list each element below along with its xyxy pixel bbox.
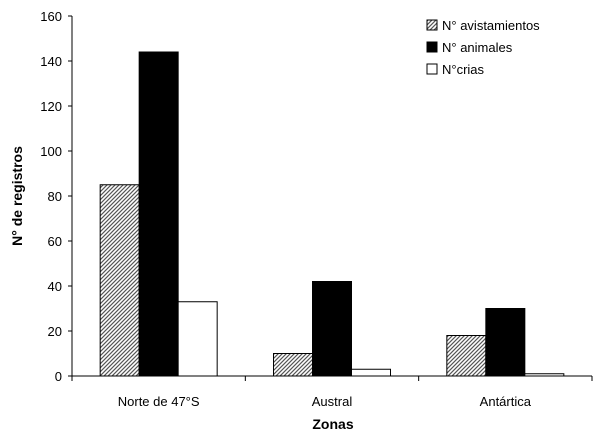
y-tick-label: 160 bbox=[40, 9, 62, 24]
bar-animales bbox=[138, 51, 179, 377]
y-tick-label: 60 bbox=[48, 234, 62, 249]
legend: N° avistamientos N° animales N°crias bbox=[426, 18, 540, 77]
legend-label: N°crias bbox=[442, 62, 485, 77]
y-tick-label: 120 bbox=[40, 99, 62, 114]
y-axis-title: N° de registros bbox=[9, 146, 25, 246]
bar-avistamientos bbox=[99, 184, 140, 377]
bar-animales bbox=[485, 308, 526, 377]
x-tick-label: Norte de 47°S bbox=[118, 394, 200, 409]
y-tick-label: 80 bbox=[48, 189, 62, 204]
bar-avistamientos bbox=[273, 353, 313, 377]
y-tick-label: 100 bbox=[40, 144, 62, 159]
x-tick-label: Austral bbox=[312, 394, 353, 409]
legend-swatch bbox=[426, 41, 438, 53]
bar-avistamientos bbox=[446, 335, 487, 377]
bar-animales bbox=[312, 281, 352, 377]
y-tick-label: 40 bbox=[48, 279, 62, 294]
x-tick-label: Antártica bbox=[480, 394, 532, 409]
y-axis: 0 20 40 60 80 100 120 140 160 bbox=[40, 9, 73, 384]
bars bbox=[99, 51, 565, 377]
y-tick-label: 20 bbox=[48, 324, 62, 339]
y-tick-label: 140 bbox=[40, 54, 62, 69]
bar-crias bbox=[177, 301, 218, 377]
legend-swatch bbox=[426, 63, 438, 75]
x-axis-title: Zonas bbox=[312, 416, 353, 432]
legend-swatch bbox=[426, 19, 438, 31]
x-axis: Norte de 47°S Austral Antártica bbox=[71, 375, 593, 409]
legend-label: N° animales bbox=[442, 40, 513, 55]
y-tick-label: 0 bbox=[55, 369, 62, 384]
legend-label: N° avistamientos bbox=[442, 18, 540, 33]
bar-crias bbox=[524, 373, 565, 377]
bar-crias bbox=[351, 368, 391, 377]
